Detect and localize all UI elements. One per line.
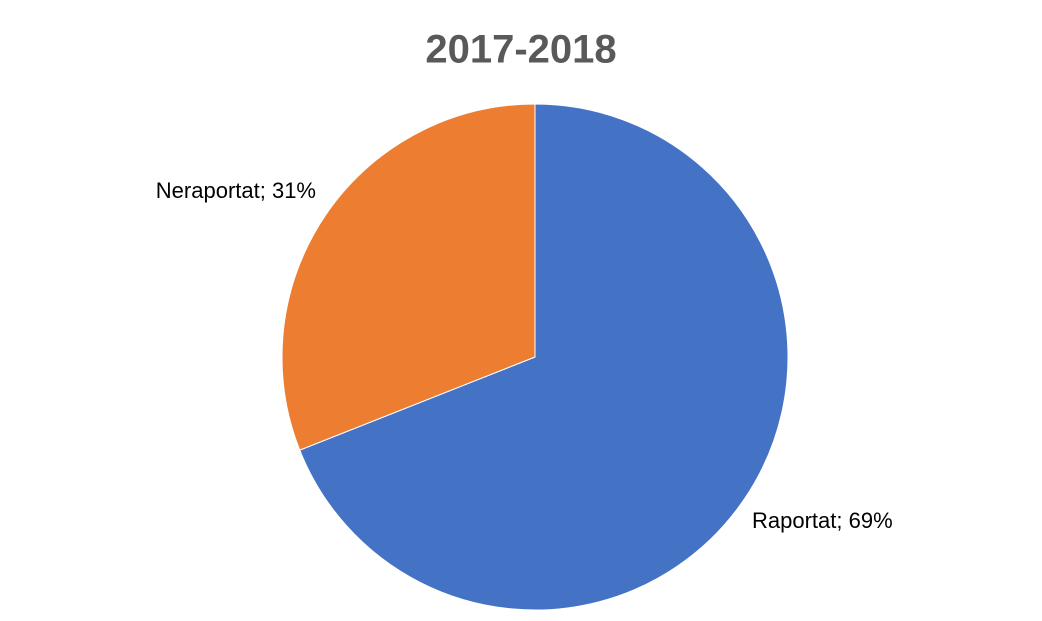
pie-slice [281, 103, 536, 451]
data-label: Neraportat; 31% [156, 178, 316, 203]
pie-slice [299, 103, 789, 611]
chart-title: 2017-2018 [425, 28, 616, 72]
data-label: Raportat; 69% [752, 508, 893, 533]
